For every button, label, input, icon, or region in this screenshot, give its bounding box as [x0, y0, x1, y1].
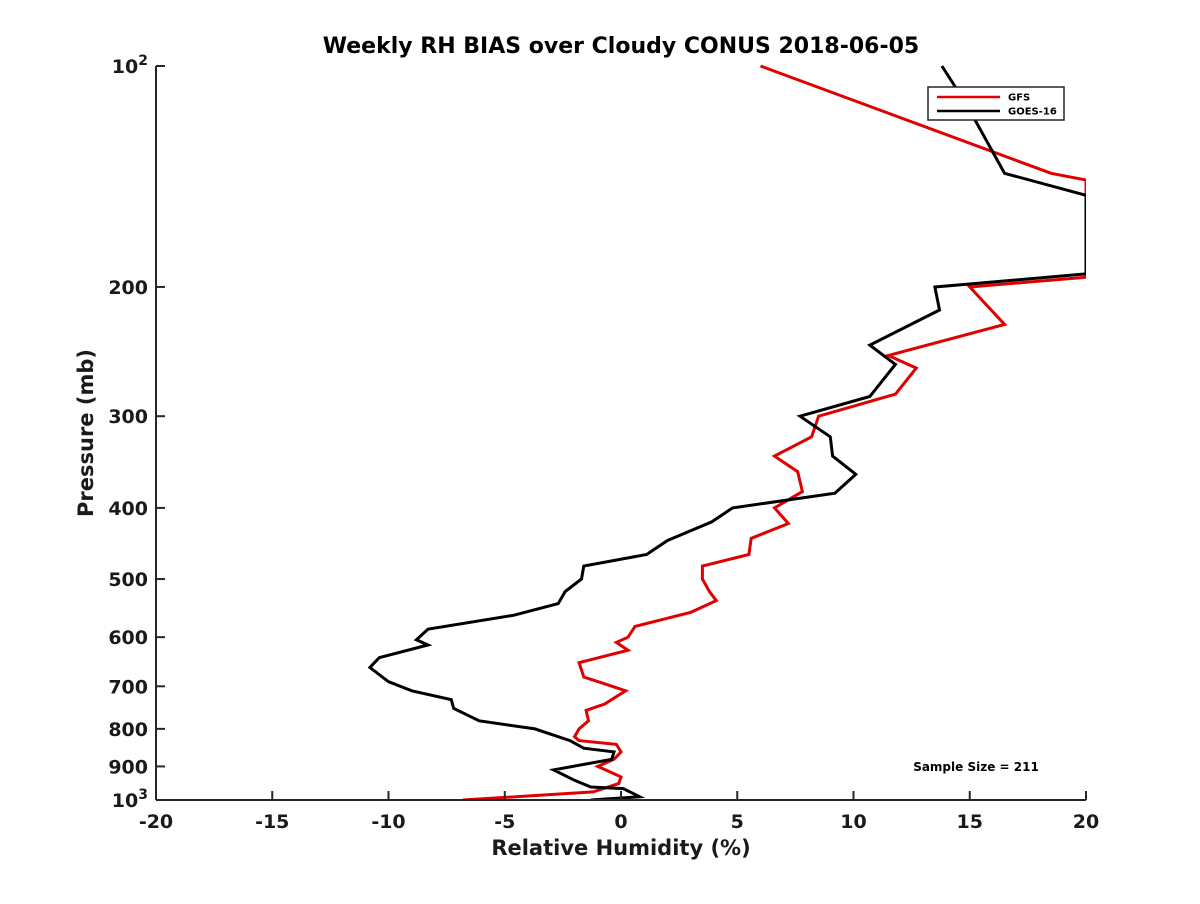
y-tick-label: 300: [108, 406, 148, 428]
x-tick-label: 0: [614, 811, 627, 833]
y-tick-label: 400: [108, 498, 148, 520]
chart-title: Weekly RH BIAS over Cloudy CONUS 2018-06…: [323, 34, 919, 59]
legend-box: [927, 86, 1065, 121]
x-axis-label: Relative Humidity (%): [491, 836, 750, 860]
y-axis-label: Pressure (mb): [74, 349, 98, 517]
sample-size-annotation: Sample Size = 211: [913, 760, 1039, 774]
x-tick-label: 5: [731, 811, 744, 833]
x-tick-label: -20: [139, 811, 173, 833]
y-tick-label: 700: [108, 676, 148, 698]
x-tick-label: 15: [957, 811, 983, 833]
legend: GFS GOES-16: [927, 86, 1065, 121]
y-tick-label: 900: [108, 756, 148, 778]
y-tick-label: 600: [108, 627, 148, 649]
x-tick-label: -10: [371, 811, 405, 833]
legend-label: GOES-16: [1008, 107, 1057, 118]
y-tick-label: 103: [112, 787, 148, 812]
series-line-goes-16: [367, 65, 1086, 800]
axes: -20 -15 -10 -5 0 5 10 15 20 102 200 300 400 500 600 700…: [108, 53, 1099, 833]
x-tick-label: -5: [494, 811, 515, 833]
plot-area: [367, 64, 1086, 800]
y-tick-label: 500: [108, 569, 148, 591]
x-tick-label: 10: [840, 811, 866, 833]
x-tick-label: 20: [1073, 811, 1099, 833]
x-tick-label: -15: [255, 811, 289, 833]
y-tick-label: 200: [108, 277, 148, 299]
legend-label: GFS: [1008, 93, 1030, 104]
y-tick-label: 800: [108, 719, 148, 741]
y-tick-label: 102: [112, 53, 148, 78]
series-line-gfs: [462, 64, 1086, 800]
